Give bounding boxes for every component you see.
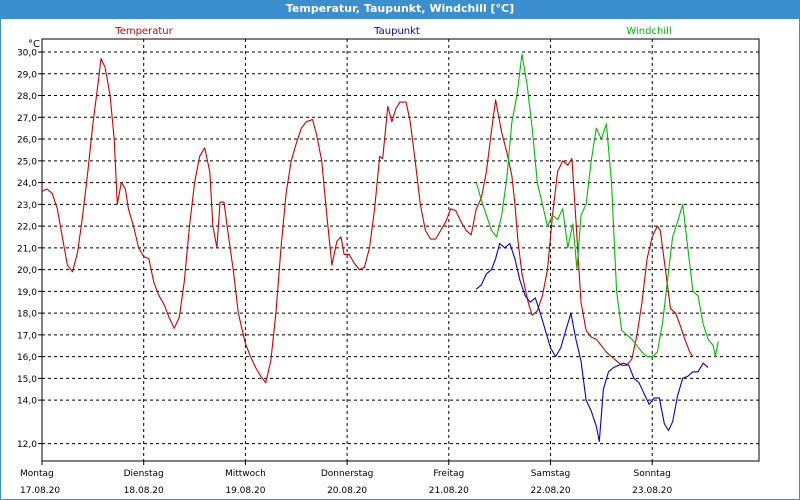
series-line-taupunkt [475, 242, 709, 442]
chart-title: Temperatur, Taupunkt, Windchill [°C] [0, 0, 800, 18]
x-tick-label-day: Samstag [531, 469, 570, 479]
x-tick-label-day: Donnerstag [321, 469, 374, 479]
x-tick-label-date: 20.08.20 [327, 486, 367, 496]
y-tick-label: 15,0 [17, 375, 37, 385]
x-tick-label-day: Mittwoch [225, 469, 266, 479]
y-tick-label: 26,0 [17, 136, 37, 146]
y-tick-label: 19,0 [17, 288, 37, 298]
series-line-windchill [475, 53, 719, 358]
y-tick-label: 27,0 [17, 114, 37, 124]
y-tick-label: 16,0 [17, 353, 37, 363]
series-lines [41, 53, 719, 442]
y-tick-label: 29,0 [17, 70, 37, 80]
x-tick-label-day: Freitag [433, 469, 464, 479]
y-tick-label: 23,0 [17, 201, 37, 211]
y-tick-label: 28,0 [17, 92, 37, 102]
y-tick-label: 25,0 [17, 157, 37, 167]
x-tick-label-date: 21.08.20 [429, 486, 469, 496]
y-tick-label: 20,0 [17, 266, 37, 276]
legend-windchill: Windchill [626, 26, 671, 37]
y-tick-label: 24,0 [17, 179, 37, 189]
x-tick-label-day: Dienstag [124, 469, 164, 479]
y-tick-label: 30,0 [17, 49, 37, 59]
x-tick-label-day: Montag [20, 469, 54, 479]
x-tick-label-date: 17.08.20 [20, 486, 60, 496]
x-tick-label-date: 22.08.20 [530, 486, 570, 496]
x-tick-label-date: 19.08.20 [225, 486, 265, 496]
y-unit-label: °C [28, 39, 40, 50]
y-tick-label: 18,0 [17, 310, 37, 320]
y-tick-label: 22,0 [17, 223, 37, 233]
legend-temperatur: Temperatur [114, 26, 173, 37]
x-tick-label-date: 18.08.20 [124, 486, 164, 496]
y-tick-label: 12,0 [17, 440, 37, 450]
y-tick-label: 21,0 [17, 244, 37, 254]
grid [42, 39, 759, 461]
y-axis: 12,0 14,0 15,0 16,0 17,0 18,0 19,0 20,0 21,0 22,0… [17, 49, 42, 450]
x-tick-label-date: 23.08.20 [632, 486, 672, 496]
plot-area [41, 38, 760, 462]
y-tick-label: 14,0 [17, 397, 37, 407]
series-line-temperatur [41, 58, 694, 384]
x-axis: Montag 17.08.20 Dienstag 18.08.20 Mittwoch 19… [20, 461, 673, 496]
x-tick-label-day: Sonntag [634, 469, 671, 479]
legend-taupunkt: Taupunkt [373, 26, 420, 37]
y-tick-label: 17,0 [17, 331, 37, 341]
